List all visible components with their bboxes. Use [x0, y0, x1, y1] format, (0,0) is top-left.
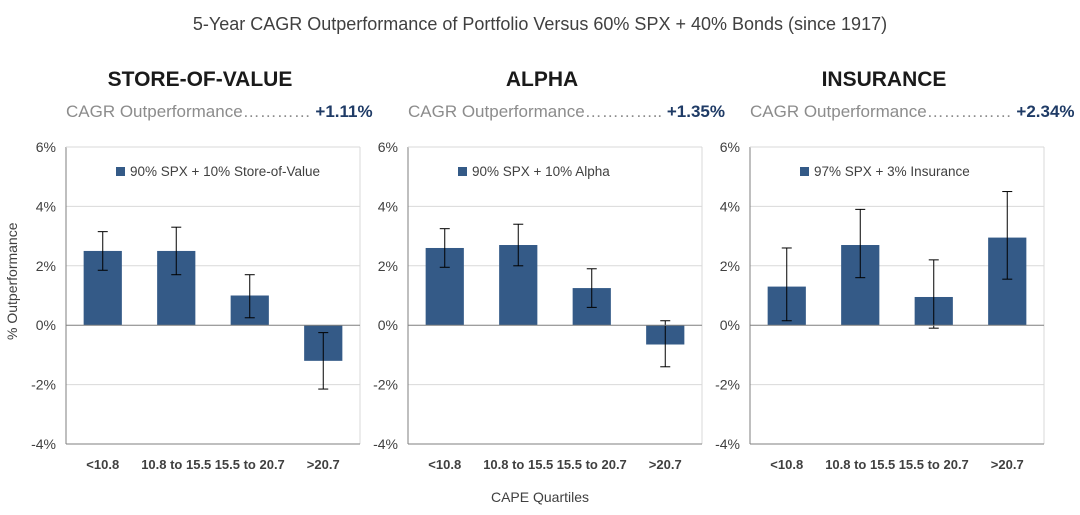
x-tick-label: 15.5 to 20.7	[899, 457, 969, 472]
y-tick-label: 0%	[36, 317, 56, 333]
y-tick-label: 0%	[720, 317, 740, 333]
x-tick-label: >20.7	[307, 457, 340, 472]
subtitle-dots: ……………	[926, 102, 1012, 121]
y-tick-label: -2%	[373, 377, 398, 393]
x-tick-label: 15.5 to 20.7	[557, 457, 627, 472]
panel-insurance: INSURANCE CAGR Outperformance…………… +2.34…	[714, 60, 1074, 480]
outperformance-value: +1.35%	[666, 102, 726, 121]
x-tick-label: 10.8 to 15.5	[825, 457, 895, 472]
outperformance-value: +2.34%	[1016, 102, 1075, 121]
panel-subtitle: CAGR Outperformance………….. +1.35%	[408, 102, 748, 122]
y-axis-title: % Outperformance	[4, 222, 20, 341]
subtitle-dots: …………	[242, 102, 311, 121]
bar-chart: 6% 4% 2% 0% -2% -4% <10.8 10.8 to 15.5 15.5 to 2…	[31, 139, 361, 472]
legend-label: 90% SPX + 10% Alpha	[472, 164, 610, 179]
panel-heading: STORE-OF-VALUE	[107, 68, 293, 91]
panel-subtitle: CAGR Outperformance………… +1.11%	[66, 102, 406, 122]
subtitle-label: CAGR Outperformance	[66, 102, 243, 121]
x-tick-label: 10.8 to 15.5	[483, 457, 553, 472]
bar-chart: 6% 4% 2% 0% -2% -4% <10.8 10.8 to 15.5 15.5 to 2…	[715, 139, 1045, 472]
outperformance-value: +1.11%	[315, 102, 373, 121]
x-tick-label: <10.8	[428, 457, 461, 472]
chart-main-title: 5-Year CAGR Outperformance of Portfolio …	[192, 14, 888, 34]
subtitle-label: CAGR Outperformance	[750, 102, 927, 121]
y-tick-label: 2%	[720, 258, 740, 274]
panel-heading: ALPHA	[505, 68, 579, 91]
panel-store-of-value: STORE-OF-VALUE CAGR Outperformance………… +…	[30, 60, 373, 480]
y-tick-label: -4%	[715, 436, 740, 452]
x-axis-title: CAPE Quartiles	[490, 489, 590, 505]
y-tick-label: 6%	[378, 139, 398, 155]
y-tick-label: 2%	[36, 258, 56, 274]
x-tick-label: >20.7	[649, 457, 682, 472]
y-tick-label: -2%	[715, 377, 740, 393]
y-tick-label: 2%	[378, 258, 398, 274]
subtitle-label: CAGR Outperformance	[408, 102, 585, 121]
panel-alpha: ALPHA CAGR Outperformance………….. +1.35% 6…	[372, 60, 725, 480]
legend-swatch	[116, 167, 125, 176]
legend-swatch	[458, 167, 467, 176]
y-tick-label: -4%	[31, 436, 56, 452]
y-tick-label: 6%	[720, 139, 740, 155]
y-tick-label: 4%	[720, 198, 740, 214]
x-tick-label: 15.5 to 20.7	[215, 457, 285, 472]
panel-subtitle: CAGR Outperformance…………… +2.34%	[750, 102, 1080, 122]
y-tick-label: 0%	[378, 317, 398, 333]
subtitle-dots: …………..	[584, 102, 663, 121]
x-tick-label: <10.8	[86, 457, 119, 472]
legend-label: 90% SPX + 10% Store-of-Value	[130, 164, 320, 179]
y-tick-label: 6%	[36, 139, 56, 155]
x-tick-label: >20.7	[991, 457, 1024, 472]
x-tick-label: 10.8 to 15.5	[141, 457, 211, 472]
bar-chart: 6% 4% 2% 0% -2% -4% <10.8 10.8 to 15.5 15.5 to 2…	[373, 139, 703, 472]
y-tick-label: -4%	[373, 436, 398, 452]
y-tick-label: 4%	[378, 198, 398, 214]
y-tick-label: 4%	[36, 198, 56, 214]
x-tick-label: <10.8	[770, 457, 803, 472]
legend-swatch	[800, 167, 809, 176]
panel-heading: INSURANCE	[821, 68, 947, 91]
legend-label: 97% SPX + 3% Insurance	[814, 164, 970, 179]
y-tick-label: -2%	[31, 377, 56, 393]
